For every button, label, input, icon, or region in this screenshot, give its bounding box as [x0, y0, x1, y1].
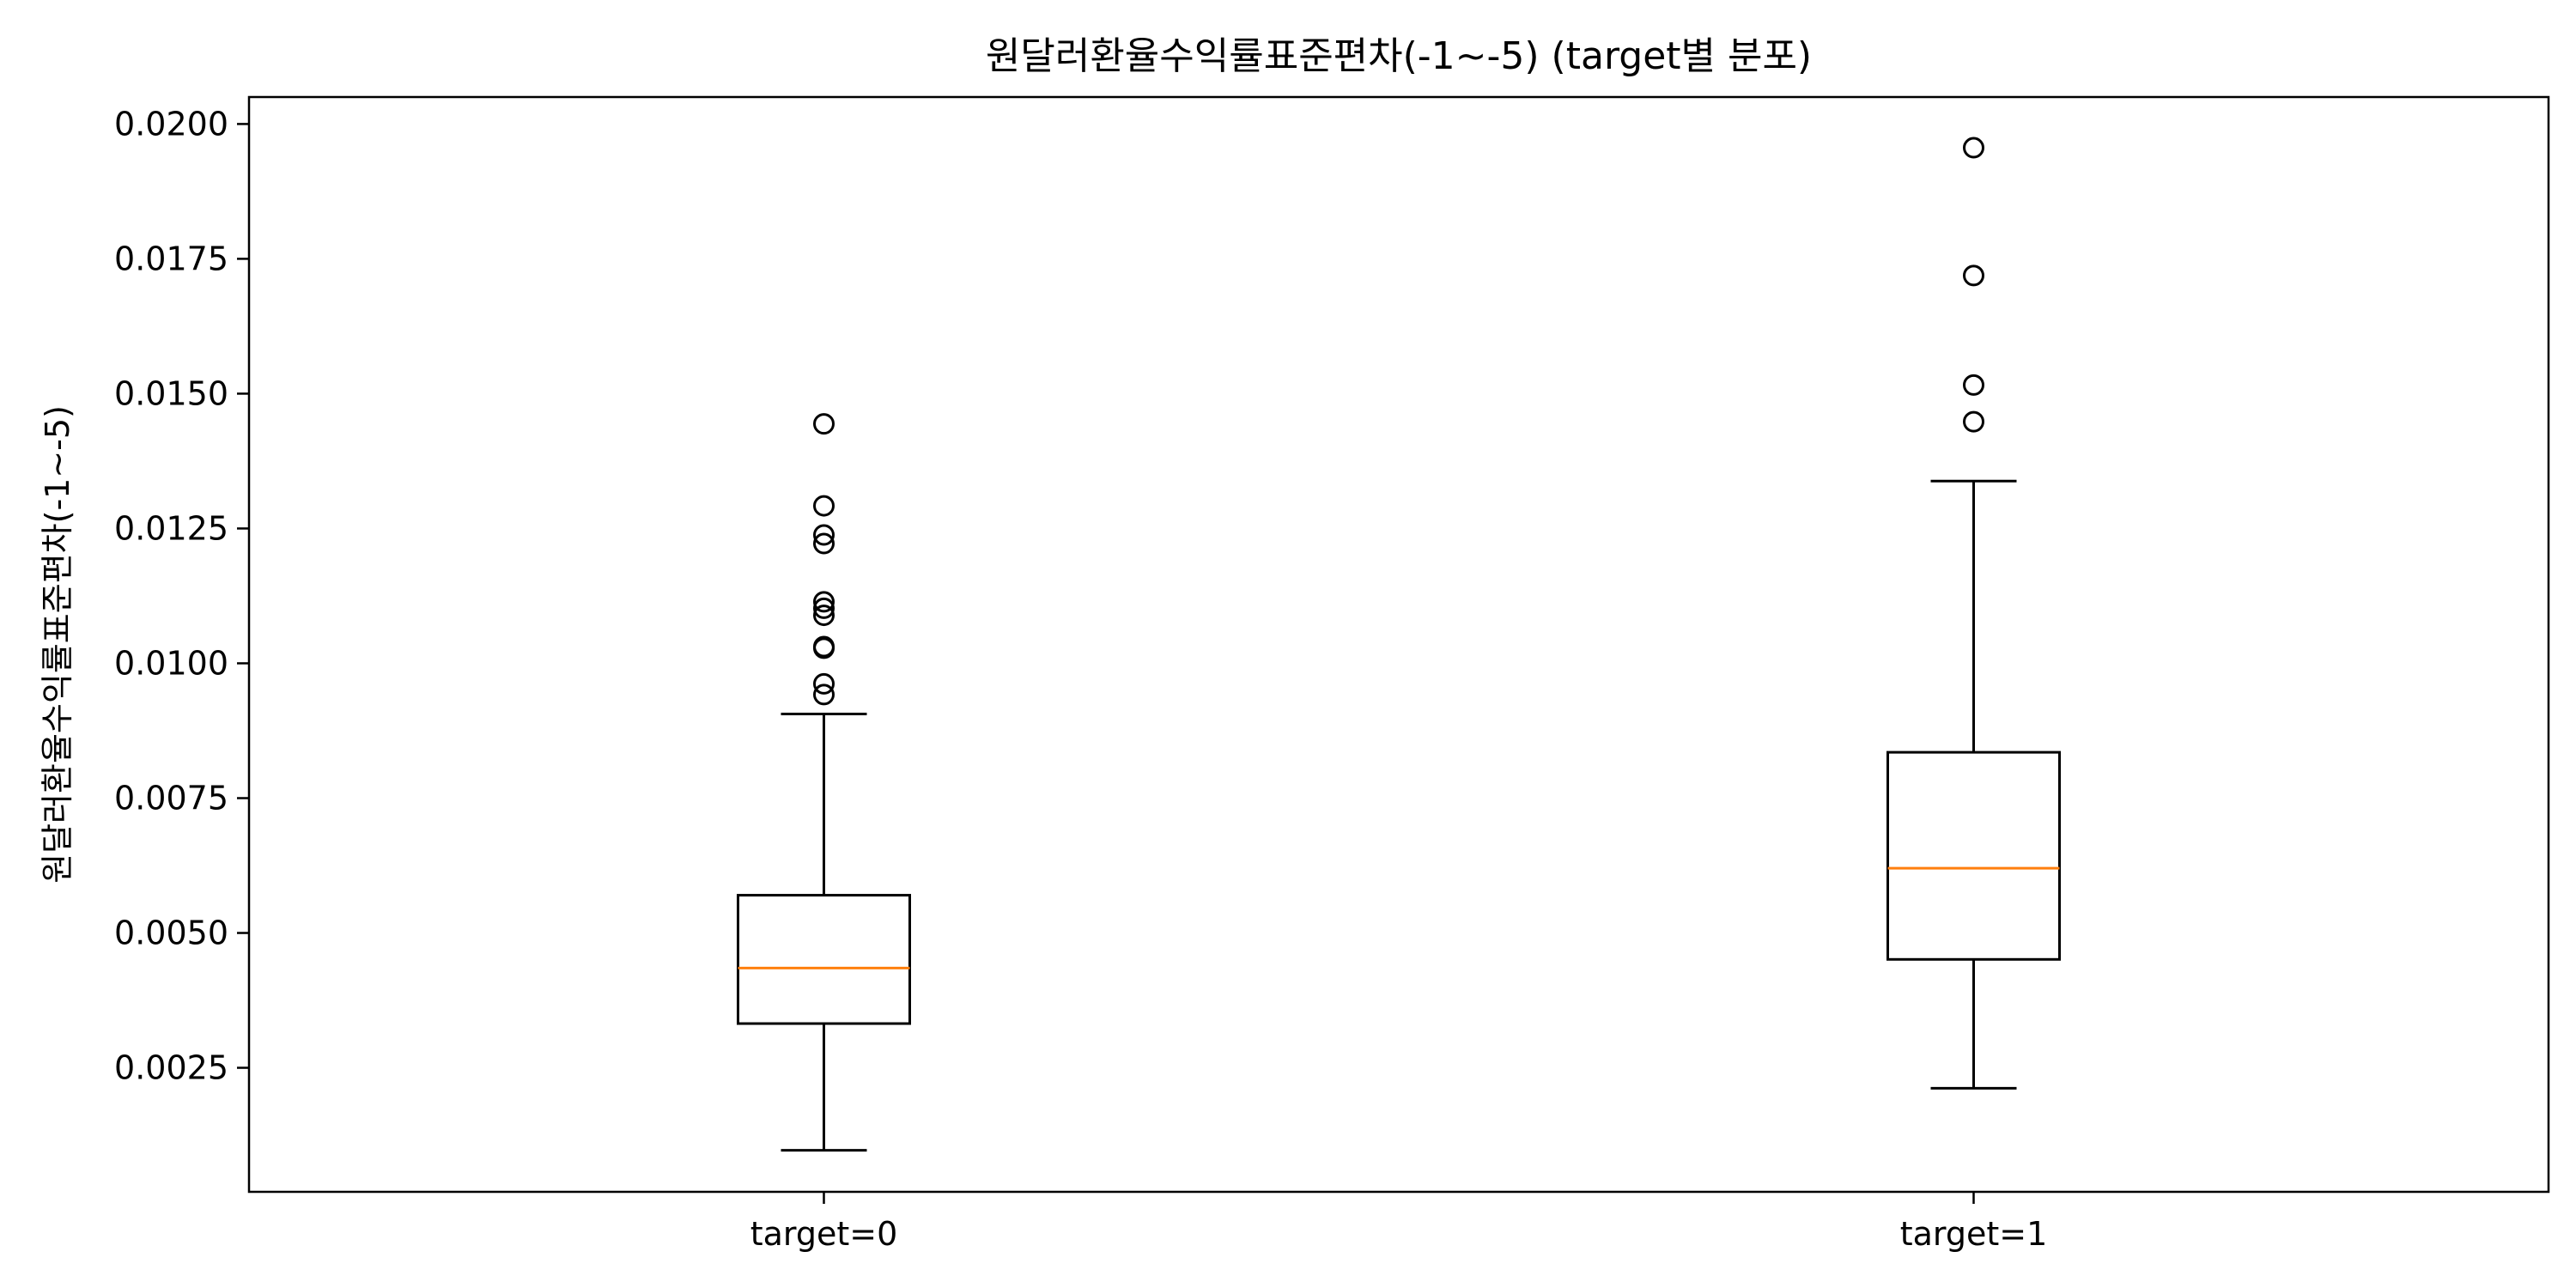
plot-area: 0.0025 0.0050 0.0075 0.0100 0.0125 0.0150 0.01…: [114, 95, 2550, 1253]
outlier-point: [813, 605, 835, 627]
y-tick-label: 0.0075: [114, 780, 228, 817]
outlier-point: [813, 524, 835, 546]
y-tick-label: 0.0175: [114, 240, 228, 277]
outlier-point: [813, 495, 835, 517]
outlier-point: [813, 591, 835, 613]
y-tick-label: 0.0050: [114, 914, 228, 952]
outlier-point: [813, 597, 835, 619]
y-tick-label: 0.0025: [114, 1049, 228, 1087]
outlier-point: [1963, 264, 1984, 287]
x-tick-label: target=1: [1900, 1215, 2048, 1253]
outlier-point: [813, 635, 835, 658]
iqr-box: [737, 894, 911, 1025]
y-tick-label: 0.0125: [114, 509, 228, 547]
x-tick-label: target=0: [750, 1215, 898, 1253]
outlier-point: [813, 532, 835, 555]
y-tick-label: 0.0200: [114, 105, 228, 143]
y-tick-label: 0.0100: [114, 644, 228, 682]
outlier-point: [813, 413, 835, 435]
iqr-box: [1886, 750, 2061, 961]
outlier-point: [1963, 137, 1984, 159]
outlier-point: [1963, 410, 1984, 433]
outlier-point: [813, 683, 835, 706]
y-tick-label: 0.0150: [114, 374, 228, 412]
outlier-point: [813, 672, 835, 695]
outlier-point: [1963, 374, 1984, 396]
axes-frame: [247, 95, 2550, 1194]
y-axis-label: 원달러환율수익률표준편차(-1~-5): [39, 405, 76, 884]
chart-title: 원달러환율수익률표준편차(-1~-5) (target별 분포): [986, 34, 1812, 78]
